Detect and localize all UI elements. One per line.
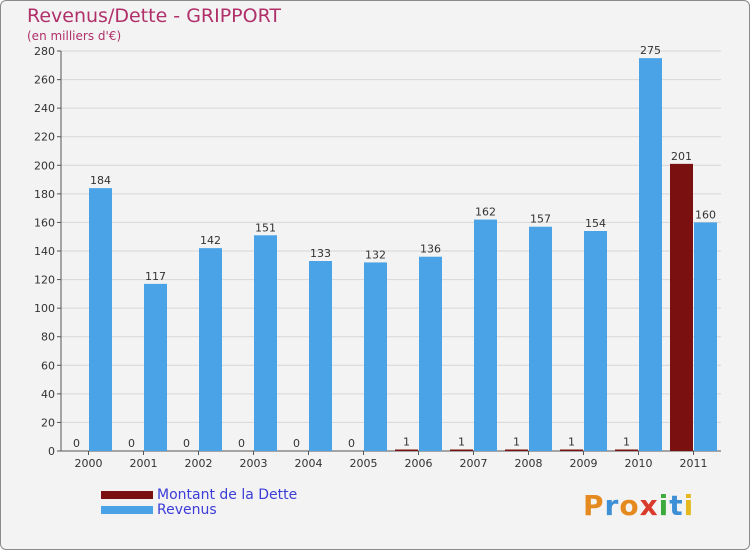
revenue-data-label: 154: [585, 217, 606, 230]
x-tick-label: 2000: [75, 457, 103, 470]
y-tick-label: 180: [34, 188, 55, 201]
debt-data-label: 201: [671, 150, 692, 163]
legend-item-revenue: Revenus: [101, 502, 217, 518]
debt-data-label: 1: [623, 436, 630, 449]
revenue-bar: [419, 256, 442, 451]
debt-bar: [450, 449, 473, 451]
revenue-data-label: 160: [695, 208, 716, 221]
debt-data-label: 1: [568, 436, 575, 449]
logo-letter: i: [658, 489, 670, 522]
x-tick-label: 2005: [350, 457, 378, 470]
debt-data-label: 1: [458, 436, 465, 449]
revenue-data-label: 275: [640, 44, 661, 57]
y-tick-label: 80: [41, 331, 55, 344]
logo-letter: t: [669, 489, 684, 522]
chart-title: Revenus/Dette - GRIPPORT: [27, 5, 282, 27]
revenue-bar: [309, 261, 332, 451]
y-tick-label: 260: [34, 74, 55, 87]
debt-data-label: 0: [183, 437, 190, 450]
revenue-bar: [474, 219, 497, 451]
revenue-data-label: 142: [200, 234, 221, 247]
revenue-data-label: 132: [365, 248, 386, 261]
x-tick-label: 2009: [570, 457, 598, 470]
logo-letter: o: [619, 489, 640, 522]
debt-data-label: 1: [403, 436, 410, 449]
debt-bar: [395, 449, 418, 451]
legend-label-revenue: Revenus: [157, 502, 217, 518]
debt-data-label: 0: [128, 437, 135, 450]
x-tick-label: 2004: [295, 457, 323, 470]
y-tick-label: 0: [48, 445, 55, 458]
y-tick-label: 120: [34, 274, 55, 287]
revenue-data-label: 136: [420, 243, 441, 256]
y-tick-label: 240: [34, 102, 55, 115]
revenue-data-label: 151: [255, 221, 276, 234]
logo-letter: x: [639, 489, 659, 522]
y-tick-label: 140: [34, 245, 55, 258]
legend-swatch-revenue: [101, 506, 153, 514]
revenue-bar: [529, 226, 552, 451]
debt-data-label: 0: [238, 437, 245, 450]
x-tick-label: 2002: [185, 457, 213, 470]
x-tick-label: 2011: [680, 457, 708, 470]
y-tick-label: 20: [41, 416, 55, 429]
revenue-data-label: 162: [475, 206, 496, 219]
y-tick-label: 40: [41, 388, 55, 401]
revenue-data-label: 117: [145, 270, 166, 283]
x-tick-label: 2001: [130, 457, 158, 470]
y-tick-label: 200: [34, 159, 55, 172]
logo-letter: r: [604, 489, 620, 522]
y-tick-label: 220: [34, 131, 55, 144]
debt-data-label: 1: [513, 436, 520, 449]
revenue-bar: [254, 235, 277, 451]
revenue-bar: [364, 262, 387, 451]
debt-data-label: 0: [73, 437, 80, 450]
logo-letter: P: [583, 489, 605, 522]
revenue-bar: [694, 222, 717, 451]
revenue-data-label: 157: [530, 213, 551, 226]
debt-bar: [560, 449, 583, 451]
revenue-data-label: 133: [310, 247, 331, 260]
chart-subtitle: (en milliers d'€): [27, 29, 122, 43]
y-tick-label: 280: [34, 45, 55, 58]
legend-swatch-debt: [101, 491, 153, 499]
x-tick-label: 2003: [240, 457, 268, 470]
debt-bar: [615, 449, 638, 451]
x-tick-label: 2007: [460, 457, 488, 470]
x-tick-label: 2006: [405, 457, 433, 470]
revenue-bar: [639, 58, 662, 452]
revenue-bar: [199, 248, 222, 451]
revenue-data-label: 184: [90, 174, 111, 187]
logo-letter: i: [683, 489, 695, 522]
revenue-bar: [584, 231, 607, 451]
revenue-bar: [144, 283, 167, 451]
x-tick-label: 2010: [625, 457, 653, 470]
debt-data-label: 0: [348, 437, 355, 450]
revenue-bar: [89, 188, 112, 451]
y-tick-label: 100: [34, 302, 55, 315]
y-tick-label: 60: [41, 359, 55, 372]
x-tick-label: 2008: [515, 457, 543, 470]
legend-item-debt: Montant de la Dette: [101, 487, 298, 503]
legend-label-debt: Montant de la Dette: [157, 487, 298, 503]
debt-bar: [505, 449, 528, 451]
debt-bar: [670, 163, 693, 451]
proxiti-logo: Proxiti: [583, 489, 694, 522]
debt-data-label: 0: [293, 437, 300, 450]
y-tick-label: 160: [34, 216, 55, 229]
